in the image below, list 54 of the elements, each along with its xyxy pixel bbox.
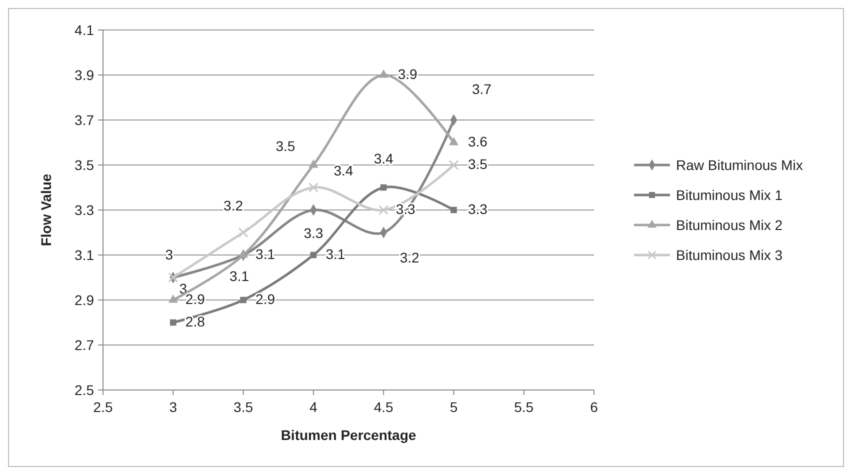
x-tick-label: 5.5	[514, 399, 534, 415]
data-label: 3	[165, 246, 174, 262]
x-tick-label: 3.5	[234, 399, 254, 415]
point	[308, 182, 318, 193]
point	[448, 160, 459, 170]
x-tick-label: 6	[590, 399, 598, 415]
legend-label: Raw Bituminous Mix	[676, 157, 803, 173]
legend-label: Bituminous Mix 2	[676, 217, 783, 233]
x-tick-label: 2.5	[93, 399, 113, 415]
point	[238, 227, 248, 238]
point	[310, 252, 317, 258]
point	[380, 184, 387, 191]
x-tick-label: 4	[310, 399, 318, 415]
y-tick-label: 3.5	[74, 157, 94, 173]
point	[240, 296, 246, 304]
data-label: 2.8	[185, 314, 206, 330]
data-label: 3.6	[468, 134, 488, 150]
y-tick-label: 3.7	[74, 112, 94, 128]
point	[238, 249, 248, 258]
data-label: 3.2	[224, 198, 244, 214]
y-tick-label: 2.5	[74, 382, 94, 398]
y-axis-title: Flow Value	[38, 174, 54, 246]
point	[378, 69, 388, 78]
x-axis-title: Bitumen Percentage	[280, 427, 416, 443]
data-label: 3.4	[334, 162, 354, 178]
y-tick-label: 3.3	[74, 202, 94, 218]
data-label: 2.9	[185, 291, 206, 307]
y-tick-label: 2.9	[74, 292, 94, 308]
point	[450, 206, 457, 214]
legend-label: Bituminous Mix 1	[676, 187, 783, 203]
data-label: 3.5	[276, 138, 296, 154]
data-label: 3.2	[400, 250, 420, 266]
x-tick-label: 4.5	[374, 399, 394, 415]
point	[378, 204, 389, 216]
data-label: 3.5	[468, 156, 488, 172]
data-label: 3.3	[468, 201, 488, 217]
x-tick-label: 5	[450, 399, 458, 415]
legend-label: Bituminous Mix 3	[676, 247, 783, 263]
x-tick-label: 3	[169, 399, 178, 415]
data-label: 2.9	[256, 291, 276, 307]
data-label: 3.9	[398, 66, 418, 82]
data-label: 3.7	[472, 81, 492, 97]
data-label: 3.1	[256, 246, 276, 262]
point	[170, 319, 176, 326]
data-label: 3.1	[230, 268, 250, 284]
data-label: 3.1	[326, 246, 346, 262]
y-tick-label: 3.1	[74, 247, 94, 263]
point	[308, 159, 318, 168]
data-label: 3.4	[374, 150, 394, 166]
data-label: 3.3	[304, 225, 324, 241]
y-tick-label: 2.7	[74, 337, 94, 353]
y-tick-label: 4.1	[74, 22, 94, 38]
y-tick-label: 3.9	[74, 67, 94, 83]
point	[448, 136, 459, 146]
